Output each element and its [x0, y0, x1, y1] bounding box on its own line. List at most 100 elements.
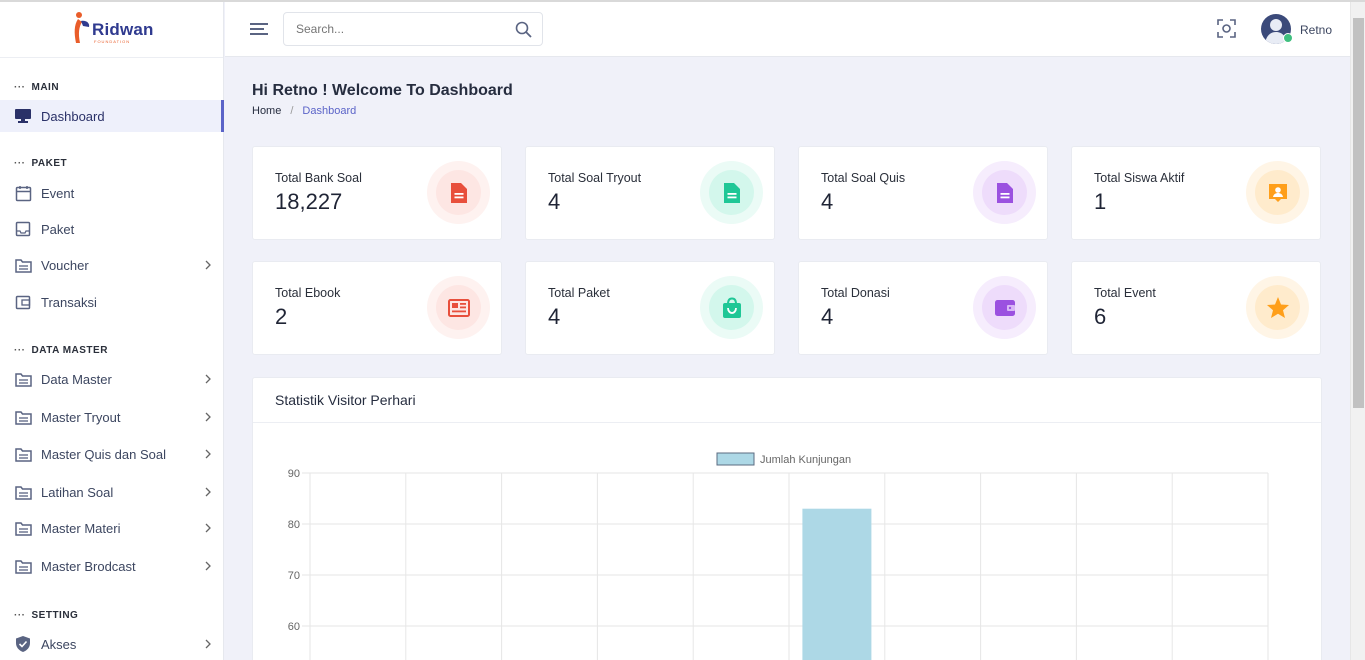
- folder-icon: [14, 370, 32, 388]
- sidebar-item-master-materi[interactable]: Master Materi: [0, 512, 224, 544]
- user-name[interactable]: Retno: [1300, 23, 1333, 37]
- document-icon: [723, 182, 740, 203]
- stat-card-bank-soal[interactable]: Total Bank Soal 18,227: [252, 146, 502, 240]
- shield-icon: [14, 635, 32, 653]
- top-border: [0, 0, 1365, 2]
- brand-subtitle: FOUNDATION: [94, 39, 131, 44]
- sidebar-item-master-tryout[interactable]: Master Tryout: [0, 401, 224, 433]
- breadcrumb-current: Dashboard: [302, 105, 357, 117]
- brand-mark-icon: [74, 12, 90, 43]
- stat-label: Total Donasi: [821, 286, 890, 300]
- inbox-icon: [14, 220, 32, 238]
- folder-icon: [14, 519, 32, 537]
- calendar-icon: [14, 184, 32, 202]
- stat-label: Total Paket: [548, 286, 610, 300]
- user-card-icon: [1268, 183, 1287, 202]
- sidebar-item-master-brodcast[interactable]: Master Brodcast: [0, 550, 224, 582]
- legend-label: Jumlah Kunjungan: [760, 454, 851, 466]
- brand-name: Ridwan: [92, 20, 154, 39]
- fullscreen-icon[interactable]: [1217, 19, 1236, 38]
- stat-icon-ring: [700, 276, 763, 339]
- online-status-badge: [1283, 33, 1293, 43]
- scrollbar-thumb[interactable]: [1353, 18, 1364, 408]
- sidebar-item-master-quis-dan-soal[interactable]: Master Quis dan Soal: [0, 438, 224, 470]
- visitor-chart: Jumlah Kunjungan 90 80 70 60: [288, 452, 1269, 660]
- chevron-right-icon: [205, 260, 211, 270]
- sidebar-item-label: Master Materi: [41, 520, 121, 536]
- visitor-chart-card: Statistik Visitor Perhari Jumlah Kunjung…: [252, 377, 1322, 660]
- stat-label: Total Ebook: [275, 286, 341, 300]
- stat-label: Total Bank Soal: [275, 171, 362, 185]
- stat-value: 6: [1094, 304, 1107, 329]
- section-main: ··· MAIN: [14, 82, 60, 93]
- y-tick-label: 90: [288, 468, 300, 480]
- chart-bar: [802, 508, 872, 660]
- stat-value: 2: [275, 304, 288, 329]
- sidebar-item-voucher[interactable]: Voucher: [0, 249, 224, 281]
- sidebar-item-label: Transaksi: [41, 294, 97, 310]
- chevron-right-icon: [205, 412, 211, 422]
- stat-value: 4: [821, 304, 834, 329]
- divider: [253, 422, 1321, 423]
- sidebar-item-label: Event: [41, 185, 75, 201]
- wallet-icon: [14, 293, 32, 311]
- stat-label: Total Event: [1094, 286, 1156, 300]
- sidebar-item-label: Master Quis dan Soal: [41, 446, 167, 462]
- stat-card-ebook[interactable]: Total Ebook 2: [252, 261, 502, 355]
- y-tick-label: 60: [288, 621, 300, 633]
- sidebar-item-event[interactable]: Event: [0, 177, 224, 209]
- chevron-right-icon: [205, 374, 211, 384]
- menu-toggle-icon[interactable]: [250, 22, 268, 36]
- sidebar-item-dashboard[interactable]: Dashboard: [0, 100, 224, 132]
- stat-card-event[interactable]: Total Event 6: [1071, 261, 1321, 355]
- y-tick-label: 70: [288, 570, 300, 582]
- page-title: Hi Retno ! Welcome To Dashboard: [252, 82, 513, 99]
- chart-title: Statistik Visitor Perhari: [275, 392, 416, 408]
- y-tick-label: 80: [288, 519, 300, 531]
- sidebar-item-paket[interactable]: Paket: [0, 213, 224, 245]
- sidebar-item-data-master[interactable]: Data Master: [0, 363, 224, 395]
- sidebar-item-latihan-soal[interactable]: Latihan Soal: [0, 476, 224, 508]
- chevron-right-icon: [205, 639, 211, 649]
- chevron-right-icon: [205, 449, 211, 459]
- folder-icon: [14, 445, 32, 463]
- wallet-icon: [994, 299, 1015, 316]
- breadcrumb-home[interactable]: Home: [252, 105, 282, 117]
- section-setting: ··· SETTING: [14, 610, 79, 621]
- shopping-bag-icon: [722, 296, 741, 318]
- search-input[interactable]: [284, 13, 494, 45]
- brand-logo[interactable]: Ridwan FOUNDATION: [0, 2, 223, 58]
- sidebar-item-label: Akses: [41, 636, 77, 652]
- sidebar-item-label: Paket: [41, 221, 75, 237]
- sidebar-item-label: Dashboard: [41, 108, 105, 124]
- stat-card-soal-quis[interactable]: Total Soal Quis 4: [798, 146, 1048, 240]
- document-icon: [450, 182, 467, 203]
- stat-card-siswa-aktif[interactable]: Total Siswa Aktif 1: [1071, 146, 1321, 240]
- stat-value: 4: [548, 189, 561, 214]
- sidebar-item-label: Data Master: [41, 371, 112, 387]
- folder-icon: [14, 408, 32, 426]
- stat-icon-ring: [700, 161, 763, 224]
- monitor-icon: [14, 107, 32, 125]
- stat-card-donasi[interactable]: Total Donasi 4: [798, 261, 1048, 355]
- breadcrumb-separator: /: [290, 105, 294, 117]
- search-icon[interactable]: [515, 21, 532, 38]
- section-data-master: ··· DATA MASTER: [14, 345, 108, 356]
- sidebar-item-label: Latihan Soal: [41, 484, 114, 500]
- vertical-scrollbar[interactable]: [1350, 2, 1365, 660]
- folder-icon: [14, 256, 32, 274]
- sidebar-item-transaksi[interactable]: Transaksi: [0, 286, 224, 318]
- folder-icon: [14, 483, 32, 501]
- newspaper-icon: [447, 298, 470, 317]
- search-box: [283, 12, 543, 46]
- sidebar-item-label: Master Tryout: [41, 409, 121, 425]
- stat-card-soal-tryout[interactable]: Total Soal Tryout 4: [525, 146, 775, 240]
- top-header: Retno: [225, 2, 1350, 57]
- stat-card-paket[interactable]: Total Paket 4: [525, 261, 775, 355]
- stat-label: Total Soal Quis: [821, 171, 906, 185]
- stat-label: Total Siswa Aktif: [1094, 171, 1185, 185]
- stat-icon-ring: [1246, 276, 1309, 339]
- breadcrumb: Home / Dashboard: [252, 105, 356, 117]
- sidebar-item-akses[interactable]: Akses: [0, 628, 224, 660]
- sidebar: Ridwan FOUNDATION ··· MAIN Dashboard ··· P…: [0, 2, 224, 660]
